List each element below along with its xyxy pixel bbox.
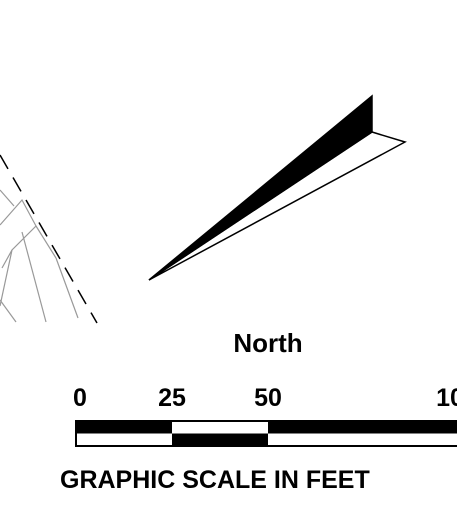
boundary-dash-line [0,154,98,324]
north-label: North [233,328,302,358]
scale-segment-black [268,421,457,434]
scale-tick-label-50: 50 [254,384,282,412]
parcel-edge-line [0,189,15,207]
parcel-edge-line [0,299,17,323]
parcel-edge-line [0,198,37,269]
north-arrow-white-half [148,131,407,281]
parcel-edge-line [35,225,57,259]
parcel-edge-line [55,257,79,319]
scale-caption: GRAPHIC SCALE IN FEET [60,466,370,494]
graphic-scale: 0 25 50 100 GRAPHIC SCALE IN FEET [60,384,457,494]
parcel-edge-line [21,231,47,323]
north-arrow: North [148,94,407,358]
parcel-edge-line [0,249,13,307]
scale-tick-label-25: 25 [158,384,186,412]
scale-tick-label-0: 0 [73,384,87,412]
scale-segment-black [76,421,172,434]
scale-tick-label-100: 100 [436,384,457,412]
north-arrow-black-half [148,94,373,281]
parcel-linework [0,154,98,324]
scale-segment-black [172,433,268,446]
